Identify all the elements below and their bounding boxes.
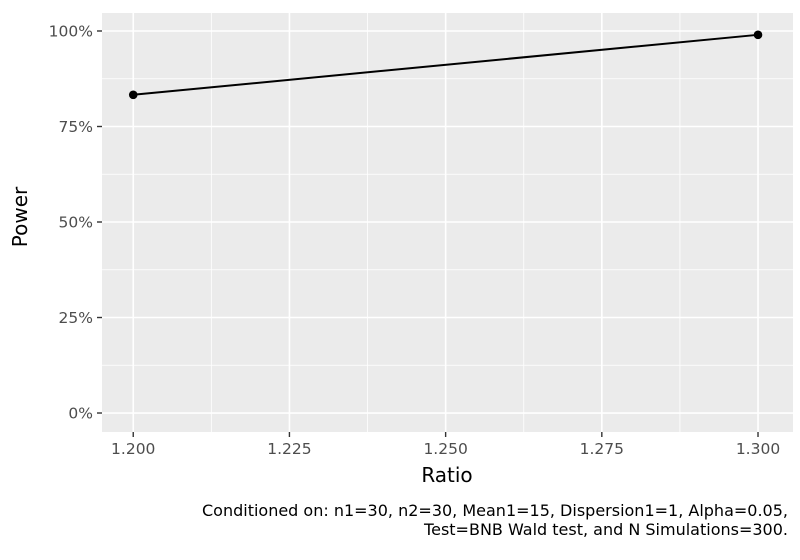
x-tick-label: 1.250 xyxy=(423,440,467,458)
data-point xyxy=(128,90,138,100)
caption-line-2: Test=BNB Wald test, and N Simulations=30… xyxy=(424,520,788,539)
y-tick-label: 100% xyxy=(49,22,93,40)
x-tick-label: 1.200 xyxy=(111,440,155,458)
x-tick-label: 1.225 xyxy=(267,440,311,458)
y-tick-label: 25% xyxy=(59,309,93,327)
plot-caption: Conditioned on: n1=30, n2=30, Mean1=15, … xyxy=(202,501,788,539)
caption-line-1: Conditioned on: n1=30, n2=30, Mean1=15, … xyxy=(201,501,788,520)
gridlines-major xyxy=(102,13,793,432)
x-tick-label: 1.275 xyxy=(580,440,624,458)
y-tick-label: 75% xyxy=(59,118,93,136)
y-axis-title: Power xyxy=(8,186,32,247)
y-tick-label: 50% xyxy=(59,214,93,232)
data-series xyxy=(128,30,763,100)
y-tick-label: 0% xyxy=(68,405,93,423)
trend-line xyxy=(133,33,759,96)
axis-tick-marks xyxy=(97,30,759,437)
x-tick-label: 1.300 xyxy=(736,440,780,458)
y-axis-tick-labels: 0% 25% 50% 75% 100% xyxy=(49,22,93,422)
x-axis-title: Ratio xyxy=(421,463,472,487)
x-axis-tick-labels: 1.200 1.225 1.250 1.275 1.300 xyxy=(111,440,780,458)
data-point xyxy=(753,30,763,40)
